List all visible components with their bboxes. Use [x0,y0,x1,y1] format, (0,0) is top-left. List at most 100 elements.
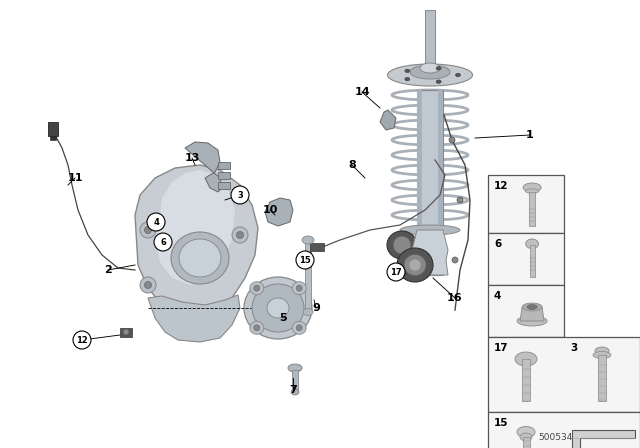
Ellipse shape [410,65,450,79]
Ellipse shape [397,248,433,282]
Ellipse shape [232,227,248,243]
Circle shape [449,137,455,143]
Text: 15: 15 [299,255,311,264]
Ellipse shape [523,183,541,192]
Text: 3: 3 [570,343,577,353]
Circle shape [231,186,249,204]
Polygon shape [148,295,240,342]
Ellipse shape [250,321,264,334]
Text: 15: 15 [494,418,509,428]
Bar [218,162,230,169]
Ellipse shape [405,69,410,73]
Ellipse shape [404,254,426,276]
Ellipse shape [296,285,302,291]
Ellipse shape [179,239,221,277]
Polygon shape [155,170,235,285]
Ellipse shape [520,433,532,441]
Bar [598,355,606,401]
Bar [522,437,529,448]
Bar [292,370,298,392]
Text: 4: 4 [153,217,159,227]
Bar [529,246,534,277]
Text: 4: 4 [494,291,501,301]
Circle shape [147,213,165,231]
Ellipse shape [387,231,417,259]
Text: 8: 8 [348,160,356,170]
Text: 2: 2 [104,265,112,275]
Text: 7: 7 [289,385,297,395]
Polygon shape [135,165,258,318]
Ellipse shape [436,80,441,83]
Circle shape [409,259,421,271]
Ellipse shape [292,282,306,295]
Ellipse shape [303,309,313,315]
Circle shape [387,263,405,281]
Ellipse shape [292,321,306,334]
Bar [488,285,564,337]
Ellipse shape [420,63,440,73]
Bar [417,90,443,275]
Ellipse shape [288,364,302,372]
Ellipse shape [436,67,441,70]
Ellipse shape [171,232,229,284]
Text: 1: 1 [526,130,534,140]
Text: 11: 11 [67,173,83,183]
Ellipse shape [400,225,460,235]
Circle shape [452,257,458,263]
Text: 16: 16 [447,293,463,303]
Bar [48,122,58,136]
Ellipse shape [237,232,243,238]
Ellipse shape [250,282,264,295]
Ellipse shape [456,73,461,77]
Text: 10: 10 [262,205,278,215]
Ellipse shape [254,285,260,291]
Text: 14: 14 [354,87,370,97]
Bar [310,243,324,251]
Text: 13: 13 [184,153,200,163]
Text: 12: 12 [494,181,509,191]
Circle shape [457,197,463,203]
Ellipse shape [302,236,314,244]
Circle shape [296,251,314,269]
Circle shape [73,331,91,349]
Ellipse shape [244,277,312,339]
Polygon shape [572,430,635,448]
Ellipse shape [252,284,304,332]
Polygon shape [380,110,396,130]
Ellipse shape [140,277,156,293]
Bar [488,412,640,448]
Bar [120,328,132,337]
Ellipse shape [525,189,539,194]
Ellipse shape [517,316,547,326]
Text: 6: 6 [494,239,501,249]
Text: 9: 9 [312,303,320,313]
Bar [529,192,535,226]
Ellipse shape [291,389,299,395]
Polygon shape [412,230,448,275]
Text: 17: 17 [494,343,509,353]
Text: 12: 12 [76,336,88,345]
Bar [218,172,230,179]
Text: 5: 5 [279,313,287,323]
Ellipse shape [515,352,537,366]
Bar [425,10,435,65]
Bar [218,182,230,189]
Ellipse shape [267,298,289,318]
Polygon shape [265,198,293,226]
Ellipse shape [522,303,542,311]
Polygon shape [185,142,222,192]
Circle shape [154,233,172,251]
Bar [305,240,311,312]
Ellipse shape [140,222,156,238]
Text: 6: 6 [160,237,166,246]
Circle shape [123,329,129,335]
Ellipse shape [593,352,611,358]
Ellipse shape [254,325,260,331]
Polygon shape [520,307,544,321]
Bar [488,233,564,285]
Ellipse shape [393,236,411,254]
Bar [522,359,530,401]
Bar [438,90,443,275]
Ellipse shape [527,305,537,310]
Ellipse shape [595,347,609,355]
